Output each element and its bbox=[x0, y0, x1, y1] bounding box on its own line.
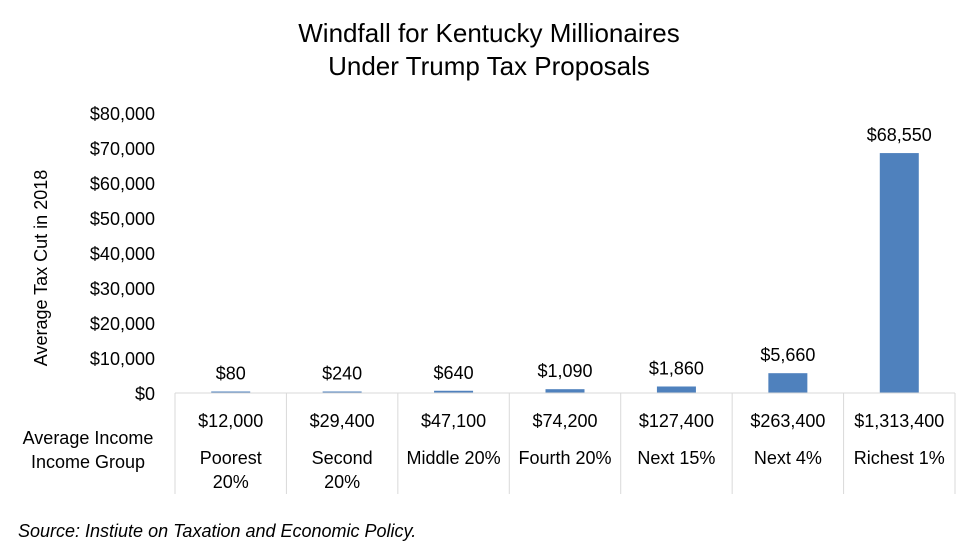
bar-3 bbox=[434, 390, 474, 393]
income-group-cell: Poorest bbox=[200, 448, 262, 468]
chart-title-line-2: Under Trump Tax Proposals bbox=[328, 51, 650, 81]
y-axis-label-group: Average Tax Cut in 2018 bbox=[31, 170, 51, 366]
table-row-header: Average Income bbox=[23, 428, 154, 448]
income-group-cell: 20% bbox=[213, 472, 249, 492]
y-tick-label: $10,000 bbox=[90, 349, 155, 369]
income-group-cell: Second bbox=[312, 448, 373, 468]
y-tick-label: $20,000 bbox=[90, 314, 155, 334]
y-tick-label: $30,000 bbox=[90, 279, 155, 299]
average-income-cell: $12,000 bbox=[198, 411, 263, 431]
income-group-cell: 20% bbox=[324, 472, 360, 492]
bars bbox=[211, 153, 919, 393]
income-group-cell: Middle 20% bbox=[407, 448, 501, 468]
income-group-cell: Fourth 20% bbox=[518, 448, 611, 468]
average-income-cell: $127,400 bbox=[639, 411, 714, 431]
average-income-cell: $74,200 bbox=[532, 411, 597, 431]
y-tick-label: $80,000 bbox=[90, 104, 155, 124]
data-label: $68,550 bbox=[867, 125, 932, 145]
bar-7 bbox=[879, 153, 919, 393]
bar-5 bbox=[656, 386, 696, 393]
data-label: $640 bbox=[434, 363, 474, 383]
income-group-cell: Richest 1% bbox=[854, 448, 945, 468]
data-table: Average Income Income Group $12,000 $29,400… bbox=[23, 392, 956, 494]
y-tick-label: $0 bbox=[135, 384, 155, 404]
chart-title: Windfall for Kentucky MillionairesUnder … bbox=[298, 18, 679, 81]
y-tick-label: $60,000 bbox=[90, 174, 155, 194]
data-label: $1,090 bbox=[537, 361, 592, 381]
data-label: $1,860 bbox=[649, 358, 704, 378]
data-label: $80 bbox=[216, 364, 246, 384]
data-label: $5,660 bbox=[760, 345, 815, 365]
y-tick-label: $40,000 bbox=[90, 244, 155, 264]
bar-6 bbox=[768, 373, 808, 393]
average-income-cell: $263,400 bbox=[750, 411, 825, 431]
y-tick-label: $70,000 bbox=[90, 139, 155, 159]
bar-2 bbox=[322, 391, 362, 393]
table-row-header: Income Group bbox=[31, 452, 145, 472]
data-label: $240 bbox=[322, 364, 362, 384]
income-group-cell: Next 15% bbox=[637, 448, 715, 468]
average-income-cell: $47,100 bbox=[421, 411, 486, 431]
income-group-cell: Next 4% bbox=[754, 448, 822, 468]
average-income-cell: $29,400 bbox=[310, 411, 375, 431]
y-tick-label: $50,000 bbox=[90, 209, 155, 229]
bar-1 bbox=[211, 391, 251, 393]
y-axis-label: Average Tax Cut in 2018 bbox=[31, 170, 51, 366]
chart-title-line-1: Windfall for Kentucky Millionaires bbox=[298, 18, 679, 48]
average-income-cell: $1,313,400 bbox=[854, 411, 944, 431]
y-axis-ticks: $0 $10,000 $20,000 $30,000 $40,000 $50,000 $60… bbox=[90, 104, 155, 404]
data-labels: $80 $240 $640 $1,090 $1,860 $5,660 $68,550 bbox=[216, 125, 932, 383]
source-note: Source: Instiute on Taxation and Economi… bbox=[18, 521, 416, 541]
bar-4 bbox=[545, 389, 585, 393]
